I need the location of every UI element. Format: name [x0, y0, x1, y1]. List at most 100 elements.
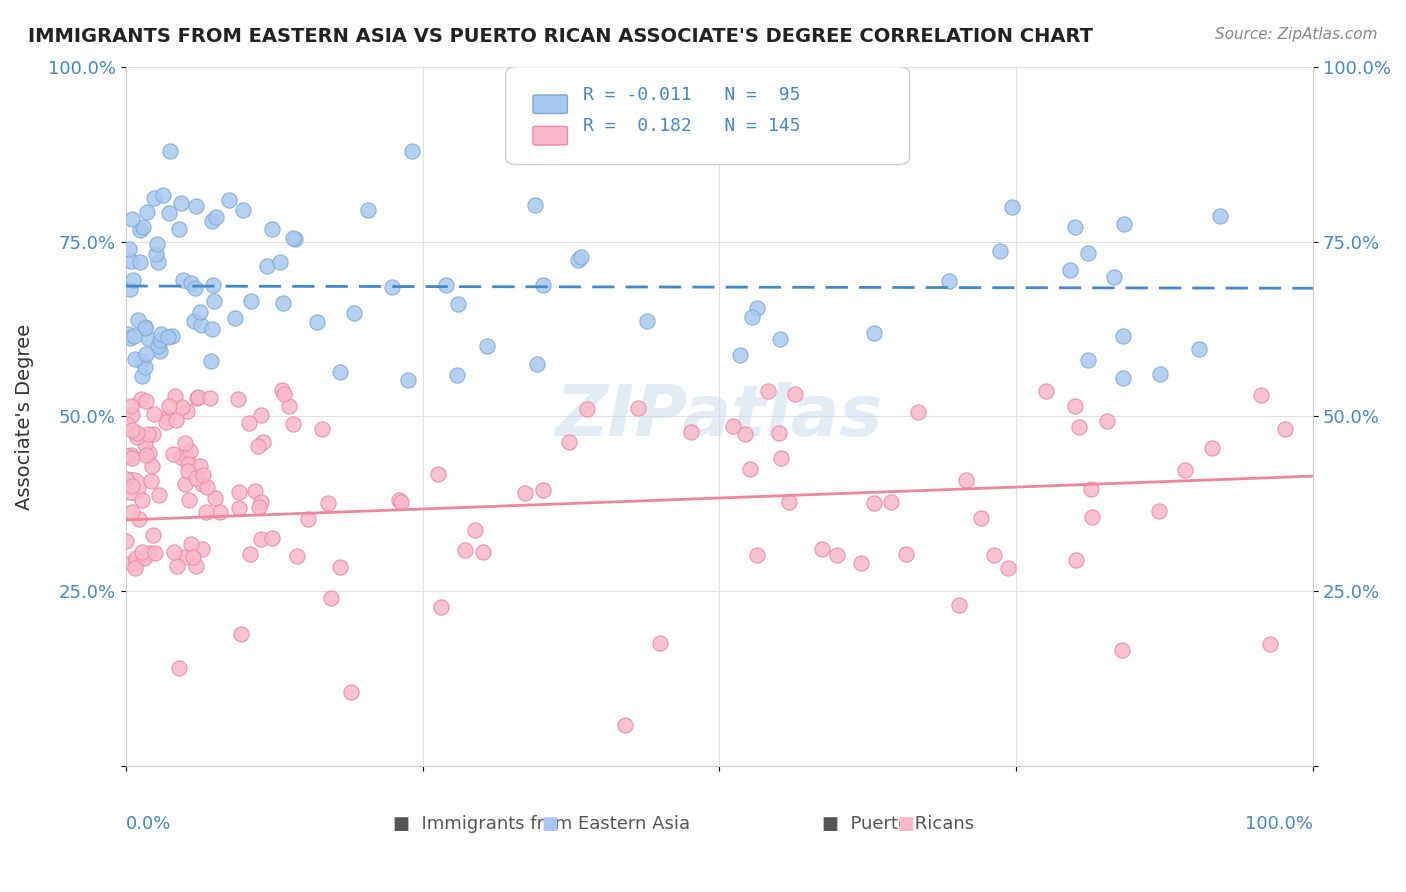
Point	[165, 388, 187, 402]
Text: R = -0.011   N =  95: R = -0.011 N = 95	[583, 86, 800, 103]
Point	[256, 260, 278, 274]
Point	[745, 301, 768, 316]
Point	[129, 255, 152, 269]
Point	[526, 358, 548, 372]
Point	[167, 661, 190, 675]
Point	[316, 496, 339, 510]
Text: ■  Immigrants from Eastern Asia: ■ Immigrants from Eastern Asia	[392, 815, 690, 833]
Point	[278, 399, 301, 413]
Point	[118, 242, 141, 256]
Point	[636, 314, 658, 328]
FancyBboxPatch shape	[506, 67, 910, 164]
Point	[177, 457, 200, 471]
Point	[1080, 482, 1102, 496]
Point	[1112, 217, 1135, 231]
Point	[569, 250, 592, 264]
Text: ■: ■	[897, 815, 914, 833]
Text: ■  Puerto Ricans: ■ Puerto Ricans	[821, 815, 974, 833]
Point	[128, 222, 150, 236]
Point	[187, 391, 209, 405]
Point	[271, 295, 294, 310]
Point	[152, 188, 174, 202]
Point	[627, 401, 650, 416]
Point	[125, 426, 148, 441]
Point	[475, 339, 498, 353]
Point	[124, 561, 146, 575]
Point	[166, 559, 188, 574]
Point	[1104, 269, 1126, 284]
Point	[305, 315, 328, 329]
Text: 0.0%: 0.0%	[125, 815, 172, 833]
FancyBboxPatch shape	[533, 95, 568, 113]
Point	[132, 219, 155, 234]
Point	[226, 392, 249, 406]
Point	[614, 718, 637, 732]
Point	[194, 505, 217, 519]
Point	[186, 471, 208, 485]
Point	[247, 500, 270, 514]
Point	[136, 331, 159, 345]
Point	[1258, 636, 1281, 650]
Point	[1077, 353, 1099, 368]
Point	[1095, 414, 1118, 428]
Point	[134, 436, 156, 450]
Point	[863, 496, 886, 510]
Point	[172, 401, 194, 415]
Point	[149, 344, 172, 359]
Point	[1063, 220, 1085, 235]
Point	[232, 202, 254, 217]
Point	[523, 197, 546, 211]
Point	[273, 387, 295, 401]
Point	[269, 254, 291, 268]
Point	[1208, 209, 1230, 223]
Point	[1149, 367, 1171, 381]
Point	[434, 277, 457, 292]
Point	[135, 449, 157, 463]
Point	[173, 550, 195, 565]
Point	[381, 279, 404, 293]
Point	[129, 392, 152, 407]
Point	[239, 547, 262, 561]
Point	[191, 468, 214, 483]
Point	[136, 426, 159, 441]
Point	[401, 144, 423, 158]
Point	[1147, 503, 1170, 517]
Point	[121, 505, 143, 519]
Point	[321, 591, 343, 606]
Point	[128, 512, 150, 526]
Point	[357, 202, 380, 217]
Point	[1064, 399, 1087, 413]
Point	[118, 282, 141, 296]
Point	[179, 493, 201, 508]
Point	[811, 542, 834, 557]
Point	[157, 399, 180, 413]
Point	[141, 459, 163, 474]
Point	[135, 394, 157, 409]
Point	[120, 556, 142, 570]
Point	[162, 446, 184, 460]
Point	[650, 636, 672, 650]
Point	[120, 399, 142, 413]
Text: R =  0.182   N = 145: R = 0.182 N = 145	[583, 117, 800, 135]
Point	[429, 599, 451, 614]
Point	[768, 426, 790, 441]
Point	[769, 332, 792, 346]
Point	[186, 391, 208, 405]
Text: Source: ZipAtlas.com: Source: ZipAtlas.com	[1215, 27, 1378, 42]
Point	[1201, 441, 1223, 455]
Point	[135, 205, 157, 219]
Point	[1174, 463, 1197, 477]
Point	[121, 211, 143, 226]
Point	[567, 252, 589, 267]
Point	[188, 305, 211, 319]
Point	[142, 528, 165, 542]
Text: IMMIGRANTS FROM EASTERN ASIA VS PUERTO RICAN ASSOCIATE'S DEGREE CORRELATION CHAR: IMMIGRANTS FROM EASTERN ASIA VS PUERTO R…	[28, 27, 1092, 45]
Point	[146, 236, 169, 251]
Point	[125, 550, 148, 565]
Point	[988, 244, 1011, 258]
Point	[1077, 246, 1099, 260]
Point	[464, 523, 486, 537]
Point	[134, 359, 156, 374]
Point	[783, 387, 806, 401]
Point	[191, 477, 214, 491]
